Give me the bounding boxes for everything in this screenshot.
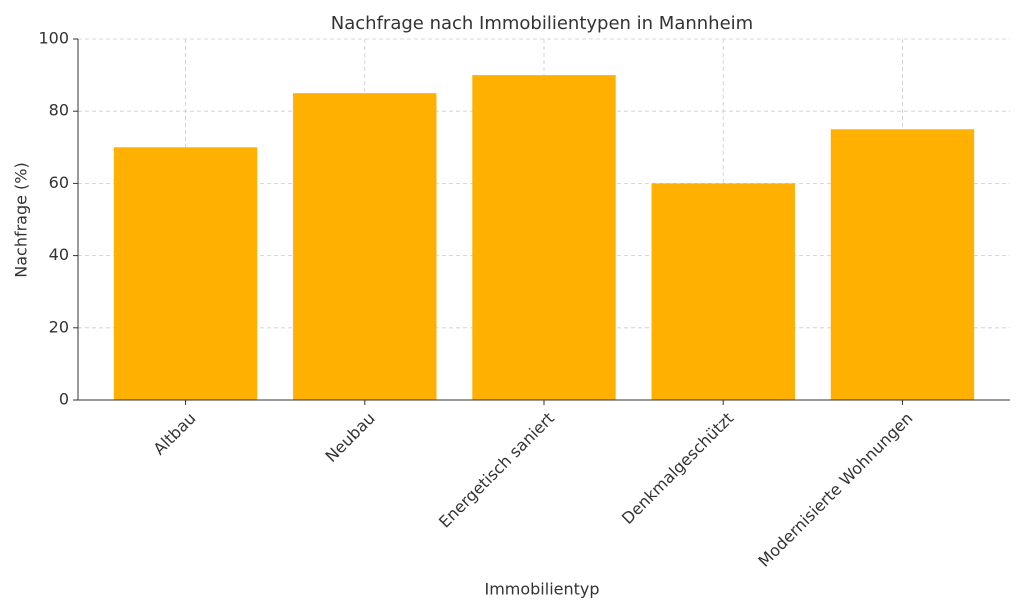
x-tick-label: Energetisch saniert [435,409,558,532]
x-tick-label: Altbau [150,409,200,459]
y-tick-label: 60 [49,173,69,192]
y-tick-label: 0 [59,390,69,409]
bar [472,75,616,400]
y-tick-label: 20 [49,317,69,336]
y-axis-label: Nachfrage (%) [12,162,31,278]
bar [113,147,258,400]
bar [293,93,437,401]
bar [830,129,975,400]
y-tick-label: 100 [38,29,69,48]
x-tick-label: Neubau [321,409,378,466]
y-tick-label: 40 [49,245,69,264]
x-axis-label: Immobilientyp [484,580,599,599]
x-tick-label: Modernisierte Wohnungen [754,409,916,571]
bar [651,183,795,400]
chart-title: Nachfrage nach Immobilientypen in Mannhe… [331,13,753,34]
x-tick-label: Denkmalgeschützt [618,409,737,528]
y-tick-label: 80 [49,101,69,120]
